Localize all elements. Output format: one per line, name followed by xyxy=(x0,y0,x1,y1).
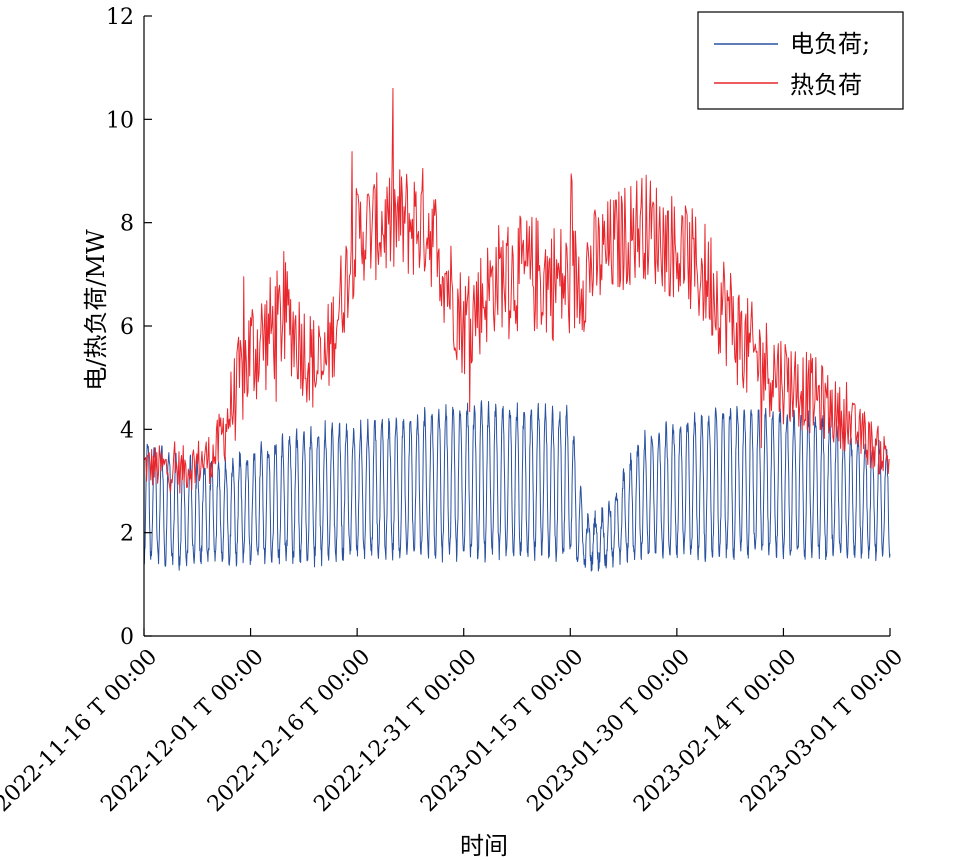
series-line-electric xyxy=(143,400,891,572)
y-tick-label: 6 xyxy=(120,315,134,340)
legend: 电负荷; 热负荷 xyxy=(697,11,904,110)
y-tick-label: 2 xyxy=(120,522,134,547)
y-tick-label: 8 xyxy=(120,212,134,237)
legend-label-heat: 热负荷 xyxy=(790,71,862,99)
y-tick-label: 4 xyxy=(120,418,134,443)
y-tick-label: 10 xyxy=(106,108,134,133)
series-line-heat xyxy=(143,87,890,494)
y-tick-label: 12 xyxy=(106,5,134,30)
legend-label-electric: 电负荷; xyxy=(790,30,870,58)
legend-box xyxy=(697,11,904,110)
y-axis-title: 电/热负荷/MW xyxy=(82,229,110,391)
x-axis-title: 时间 xyxy=(460,832,508,860)
y-ticks: 0 2 4 6 8 10 12 xyxy=(106,5,152,650)
plot-lines xyxy=(143,87,891,572)
y-tick-label: 0 xyxy=(120,625,134,650)
